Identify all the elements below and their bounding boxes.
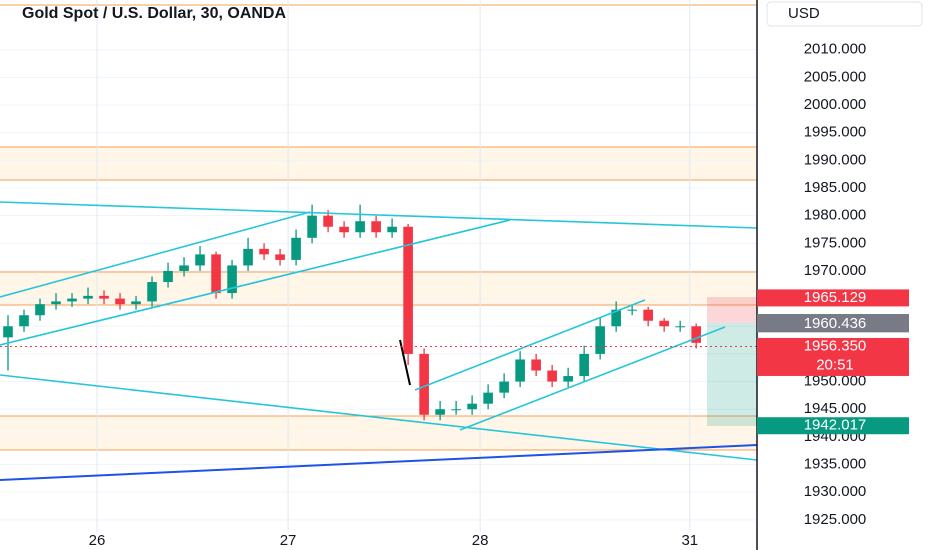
y-tick-label: 2010.000 [804, 41, 867, 58]
candle-body [259, 248, 269, 255]
candle-body [547, 370, 557, 382]
y-tick-label: 2005.000 [804, 68, 867, 85]
trendline [399, 339, 411, 386]
price-label: 1956.350 [804, 337, 867, 354]
candle-body [611, 309, 621, 327]
trendline [414, 299, 646, 391]
position [707, 297, 757, 426]
candle-body [115, 298, 125, 305]
y-tick-label: 1950.000 [804, 373, 867, 390]
candle-body [403, 226, 413, 354]
candle-body [35, 304, 45, 316]
y-tick-label: 1925.000 [804, 511, 867, 528]
zone [0, 146, 758, 181]
candle-body [179, 265, 189, 271]
x-tick-label: 28 [472, 532, 489, 549]
candle-body [19, 315, 29, 327]
trendline [459, 326, 726, 431]
candle-body [131, 301, 141, 305]
chart-title: Gold Spot / U.S. Dollar, 30, OANDA [22, 5, 286, 22]
candle-body [323, 215, 333, 227]
x-tick-label: 31 [681, 532, 698, 549]
candle-body [499, 381, 509, 393]
candle-body [627, 309, 637, 311]
candle-body [67, 298, 77, 302]
candle-body [3, 326, 13, 338]
candle-body [643, 309, 653, 321]
target-zone [707, 323, 757, 426]
y-tick-label: 1935.000 [804, 456, 867, 473]
candle-body [387, 226, 397, 233]
trendline [0, 201, 758, 229]
candle-body [339, 226, 349, 233]
axis-labels: 1925.0001930.0001935.0001940.0001945.000… [89, 41, 909, 549]
trendline [0, 444, 758, 481]
y-tick-label: 1945.000 [804, 400, 867, 417]
candle-body [147, 282, 157, 302]
price-axis [757, 0, 932, 550]
candle-body [371, 221, 381, 233]
y-tick-label: 1975.000 [804, 234, 867, 251]
candle-body [419, 353, 429, 415]
candle-body [659, 320, 669, 327]
trendline [0, 219, 511, 346]
y-tick-label: 1985.000 [804, 179, 867, 196]
candle-body [691, 326, 701, 343]
candle-body [483, 392, 493, 404]
zone [0, 271, 758, 306]
candle-body [99, 295, 109, 299]
price-label-box [757, 337, 909, 376]
candle-body [211, 254, 221, 294]
currency-button[interactable] [766, 1, 923, 27]
candle-body [275, 254, 285, 260]
price-label-box [757, 315, 909, 333]
candle-body [227, 265, 237, 294]
candles [3, 204, 701, 421]
y-tick-label: 1930.000 [804, 483, 867, 500]
candle-body [675, 326, 685, 328]
price-label: 1942.017 [804, 417, 867, 434]
y-tick-label: 1970.000 [804, 262, 867, 279]
candle-body [243, 248, 253, 266]
stop-zone [707, 297, 757, 323]
y-tick-label: 1995.000 [804, 124, 867, 141]
candle-body [467, 403, 477, 410]
candle-body [515, 359, 525, 382]
candle-body [579, 353, 589, 377]
candle-body [595, 326, 605, 354]
candle-body [451, 409, 461, 411]
zone [0, 415, 758, 451]
candle-body [435, 409, 445, 415]
price-label-box [757, 289, 909, 307]
price-label: 1965.129 [804, 289, 867, 306]
y-tick-label: 1990.000 [804, 151, 867, 168]
price-label: 1960.436 [804, 315, 867, 332]
candle-body [291, 237, 301, 260]
x-tick-label: 27 [280, 532, 297, 549]
trendline [0, 374, 758, 461]
price-label-box [757, 417, 909, 435]
y-tick-label: 2000.000 [804, 96, 867, 113]
candle-body [51, 301, 61, 305]
time-axis [0, 532, 757, 550]
candle-body [163, 270, 173, 283]
candle-body [83, 295, 93, 299]
zones [0, 4, 758, 451]
candle-body [563, 376, 573, 382]
candle-body [355, 221, 365, 233]
candle-body [307, 215, 317, 238]
countdown: 20:51 [816, 356, 854, 373]
candle-body [195, 254, 205, 266]
y-tick-label: 1980.000 [804, 207, 867, 224]
currency[interactable]: USD [788, 5, 820, 22]
trendline [0, 211, 311, 298]
x-tick-label: 26 [89, 532, 106, 549]
candle-body [531, 359, 541, 371]
trendlines [0, 201, 758, 481]
